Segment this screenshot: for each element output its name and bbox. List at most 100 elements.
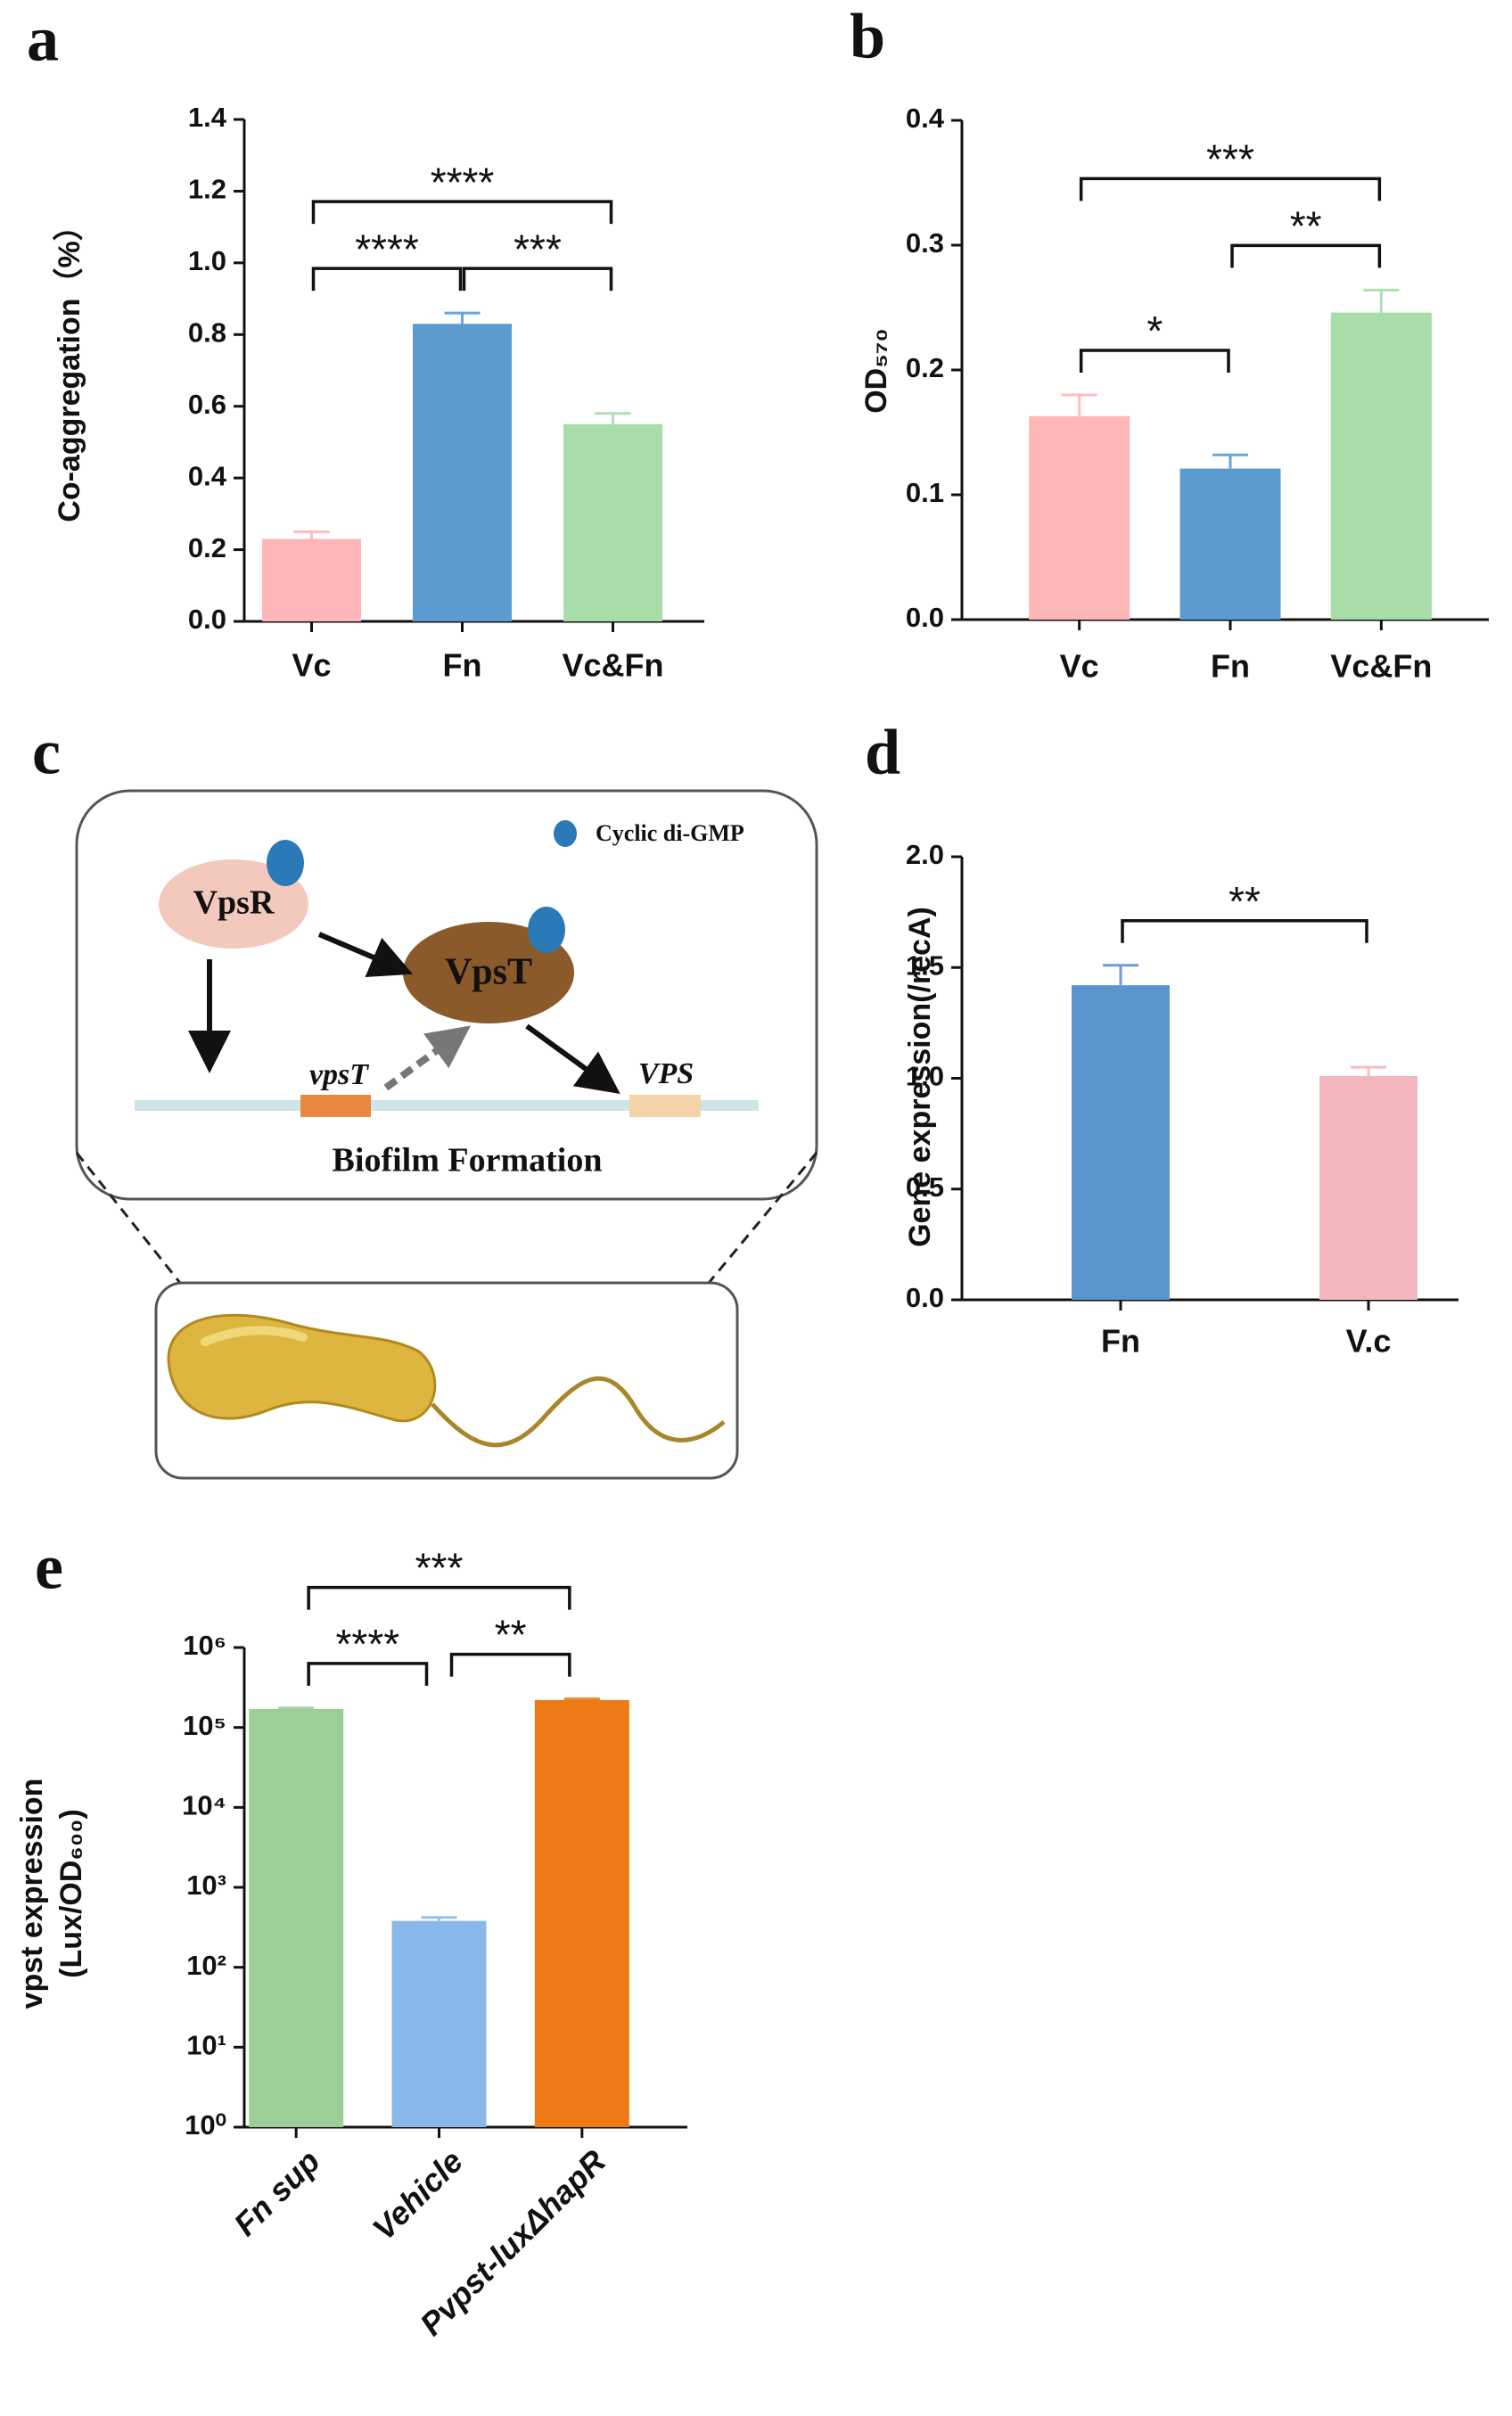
node-label: VpsR [193, 884, 275, 922]
zoom-line [75, 1152, 182, 1284]
x-tick-label: Fn sup [226, 2142, 326, 2242]
y-tick-label: 10⁰ [185, 2109, 226, 2141]
y-tick-label: 0.0 [906, 1282, 944, 1313]
panel-letter: e [35, 1532, 63, 1603]
error-bar [421, 1916, 457, 1921]
y-tick-label: 0.0 [188, 604, 226, 635]
y-tick-label: 1.2 [188, 174, 226, 205]
significance-bracket [307, 1585, 571, 1610]
error-bar [1061, 393, 1097, 416]
x-tick-label: V.c [1346, 1323, 1392, 1360]
x-tick-label: Vc&Fn [562, 647, 663, 684]
zoom-line [707, 1152, 818, 1284]
y-tick-label: 0.5 [906, 1171, 944, 1203]
panel-letter: c [32, 717, 61, 788]
x-tick-label: Fn [443, 647, 482, 684]
y-axis-label: (Lux/OD₆₀₀) [54, 1809, 88, 1978]
bar [1319, 1076, 1418, 1300]
legend-dot [554, 820, 577, 847]
y-tick-label: 10⁴ [182, 1790, 226, 1821]
node-label: VpsT [445, 952, 532, 993]
dashed-arrow [383, 1025, 471, 1091]
highlight [201, 1326, 308, 1346]
ligand [267, 840, 304, 886]
error-bar [293, 530, 330, 539]
chart: d Gene expression(/recA) 0.0 0.5 1.0 1.5 2.0 Fn… [865, 717, 1459, 1360]
y-tick-label: 0.4 [188, 460, 227, 491]
bar [1029, 415, 1130, 620]
y-tick-label: 0.6 [188, 389, 226, 420]
gene-block [300, 1095, 371, 1117]
error-bar [1351, 1065, 1386, 1077]
x-tick-label: Vc [1060, 648, 1099, 685]
error-bar [1103, 964, 1138, 986]
significance-label: *** [415, 1545, 464, 1591]
significance-bracket [449, 1652, 571, 1677]
panel-letter: d [865, 717, 900, 788]
significance-bracket [1079, 349, 1230, 373]
x-tick-label: Fn [1211, 648, 1250, 685]
chart: a Co-aggregation（%） 0.0 0.2 0.4 0.6 0.8 1.0 1.2 1… [27, 4, 704, 684]
y-axis-label: Co-aggregation（%） [52, 210, 86, 522]
significance-bracket [1230, 243, 1382, 268]
gene-label: VPS [638, 1057, 694, 1090]
y-tick-label: 1.4 [188, 102, 227, 133]
error-bar [278, 1706, 315, 1710]
significance-label: **** [355, 226, 419, 272]
significance-label: ** [495, 1612, 527, 1658]
bar [413, 324, 512, 621]
y-tick-label: 10² [186, 1950, 226, 1981]
significance-bracket [1121, 919, 1368, 943]
y-tick-label: 0.3 [906, 227, 944, 259]
x-tick-label: Fn [1101, 1323, 1140, 1360]
bar [1330, 312, 1432, 620]
y-axis-label: vpst expression [15, 1779, 49, 2009]
panel-letter: a [27, 4, 59, 75]
panel-letter: b [850, 1, 885, 72]
x-tick-label: Vc [292, 647, 331, 684]
y-tick-label: 0.4 [906, 103, 945, 134]
y-tick-label: 10⁶ [183, 1630, 226, 1661]
bar [249, 1709, 344, 2127]
y-tick-label: 0.8 [188, 316, 226, 348]
gene-block [629, 1095, 701, 1117]
error-bar [595, 412, 631, 424]
error-bar [1363, 288, 1400, 313]
significance-bracket [1079, 177, 1382, 201]
significance-label: ** [1290, 203, 1322, 250]
significance-label: **** [336, 1621, 400, 1667]
y-tick-label: 0.2 [188, 532, 226, 563]
error-bar [563, 1697, 600, 1701]
error-bar [1212, 453, 1248, 469]
error-bar [444, 311, 481, 325]
zoom-box [75, 789, 818, 1201]
significance-label: ** [1228, 878, 1261, 924]
bar [391, 1920, 487, 2127]
x-tick-label: Vc&Fn [1330, 648, 1432, 685]
significance-label: **** [431, 159, 495, 205]
ligand [528, 907, 565, 953]
node [159, 859, 308, 949]
bar [1072, 985, 1170, 1300]
legend-text: Cyclic di-GMP [596, 820, 744, 846]
significance-label: * [1146, 308, 1163, 354]
flagellum [431, 1376, 726, 1448]
y-axis-label: Gene expression(/recA) [903, 907, 937, 1247]
bar [262, 538, 361, 621]
bar [1179, 468, 1281, 620]
diagram-panel: c Cyclic di-GMP vpsT VPS VpsR VpsT Biofi… [32, 717, 818, 1480]
arrow [317, 932, 414, 977]
significance-bracket [311, 200, 613, 225]
significance-bracket [462, 267, 613, 292]
bar [563, 423, 662, 621]
y-tick-label: 1.0 [188, 245, 226, 276]
y-tick-label: 1.0 [906, 1061, 944, 1092]
arrow [525, 1023, 620, 1095]
y-tick-label: 0.0 [906, 602, 944, 633]
chart: e vpst expression (Lux/OD₆₀₀) 10⁰ 10¹ 10² 10³ 1… [15, 1532, 687, 2343]
significance-bracket [311, 267, 463, 292]
bacterium [167, 1313, 437, 1423]
y-tick-label: 10³ [186, 1870, 226, 1901]
